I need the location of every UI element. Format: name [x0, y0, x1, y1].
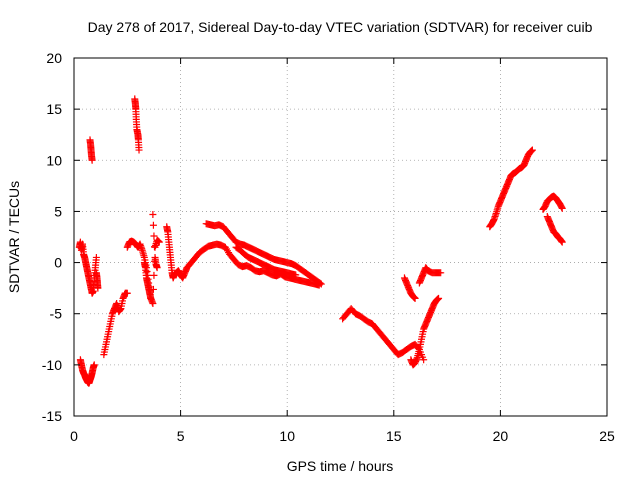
y-tick-label: 5: [54, 203, 62, 219]
data-point: [437, 269, 445, 277]
series-evening-c: [232, 243, 300, 279]
data-point: [149, 221, 157, 229]
series-night-c: [407, 294, 443, 369]
y-tick-label: -15: [42, 408, 62, 424]
data-point: [92, 253, 100, 261]
chart-title: Day 278 of 2017, Sidereal Day-to-day VTE…: [88, 19, 593, 35]
data-point: [411, 294, 419, 302]
y-tick-label: 15: [46, 101, 62, 117]
plot-frame: [73, 57, 608, 417]
series-morning-b: [539, 192, 566, 213]
series-night-a: [339, 305, 428, 364]
data-point: [317, 280, 325, 288]
data-point: [155, 238, 163, 246]
data-points: [75, 95, 566, 387]
data-point: [558, 204, 566, 212]
data-point: [528, 146, 536, 154]
data-point: [150, 243, 158, 251]
data-point: [316, 279, 324, 287]
data-point: [150, 271, 158, 279]
series-night-d: [415, 264, 445, 287]
data-point: [149, 299, 157, 307]
x-tick-label: 10: [279, 428, 295, 444]
series-evening-b: [202, 220, 325, 288]
x-tick-label: 15: [386, 428, 402, 444]
data-point: [94, 284, 102, 292]
y-axis-label: SDTVAR / TECUs: [6, 181, 22, 293]
data-point: [147, 294, 155, 302]
data-point: [150, 232, 158, 240]
series-morning-c: [543, 213, 566, 246]
x-tick-label: 20: [493, 428, 509, 444]
data-point: [90, 361, 98, 369]
series-rise-1: [100, 289, 131, 359]
series-early-c: [86, 136, 96, 164]
x-tick-label: 5: [177, 428, 185, 444]
data-point: [435, 294, 443, 302]
y-tick-label: 20: [46, 50, 62, 66]
series-isolated-3.7: [149, 210, 161, 272]
x-tick-label: 25: [599, 428, 615, 444]
data-point: [153, 264, 161, 272]
data-point: [135, 146, 143, 154]
y-tick-label: -5: [50, 306, 63, 322]
data-point: [88, 156, 96, 164]
data-point: [149, 210, 157, 218]
data-point: [123, 289, 131, 297]
data-point: [292, 271, 300, 279]
series-spike-2.9: [131, 95, 143, 154]
series-early-d: [92, 269, 102, 292]
y-tick-label: 10: [46, 152, 62, 168]
series-night-b: [400, 274, 419, 302]
grid: [74, 58, 607, 416]
data-point: [420, 356, 428, 364]
series-bump-4.5: [163, 223, 191, 282]
y-tick-label: 0: [54, 255, 62, 271]
x-tick-label: 0: [70, 428, 78, 444]
series-morning-a: [486, 146, 536, 231]
series-early-b: [76, 356, 98, 387]
x-axis-label: GPS time / hours: [287, 458, 394, 474]
data-point: [558, 238, 566, 246]
y-tick-label: -10: [42, 357, 62, 373]
series-drop-3.5: [140, 259, 155, 302]
axis-ticks: 0 5 10 15 20 25 -15 -10 -5 0 5 10 15 20: [42, 50, 615, 444]
